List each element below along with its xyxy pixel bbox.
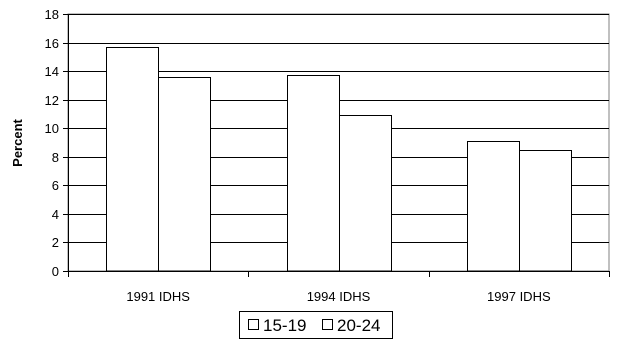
legend-swatch-20-24 <box>322 319 333 330</box>
bar-15-19-2 <box>467 141 520 272</box>
legend-label-15-19: 15-19 <box>263 316 306 335</box>
legend: 15-19 20-24 <box>239 311 393 339</box>
legend-swatch-15-19 <box>248 319 259 330</box>
x-tick-label: 1991 IDHS <box>126 289 190 304</box>
y-tick-label: 16 <box>45 36 59 51</box>
x-tick-label: 1997 IDHS <box>487 289 551 304</box>
y-tick-labels: 0 2 4 6 8 10 12 14 16 18 <box>45 7 59 279</box>
legend-label-20-24: 20-24 <box>337 316 380 335</box>
y-tick-label: 10 <box>45 121 59 136</box>
bar-20-24-2 <box>519 150 572 272</box>
bar-20-24-0 <box>158 77 211 272</box>
bar-15-19-1 <box>287 75 340 272</box>
x-tick-labels: 1991 IDHS 1994 IDHS 1997 IDHS <box>126 289 551 304</box>
x-tick-label: 1994 IDHS <box>307 289 371 304</box>
y-tick-label: 14 <box>45 64 59 79</box>
y-tick-label: 4 <box>52 207 59 222</box>
y-axis-label: Percent <box>10 118 25 166</box>
y-tick-label: 2 <box>52 235 59 250</box>
y-tick-label: 12 <box>45 93 59 108</box>
legend-box <box>239 311 393 339</box>
y-tick-label: 8 <box>52 150 59 165</box>
bars <box>106 47 572 272</box>
bar-20-24-1 <box>339 115 392 272</box>
y-tick-label: 0 <box>52 264 59 279</box>
axes <box>63 14 610 277</box>
bar-15-19-0 <box>106 47 159 272</box>
y-tick-label: 18 <box>45 7 59 22</box>
y-tick-label: 6 <box>52 178 59 193</box>
